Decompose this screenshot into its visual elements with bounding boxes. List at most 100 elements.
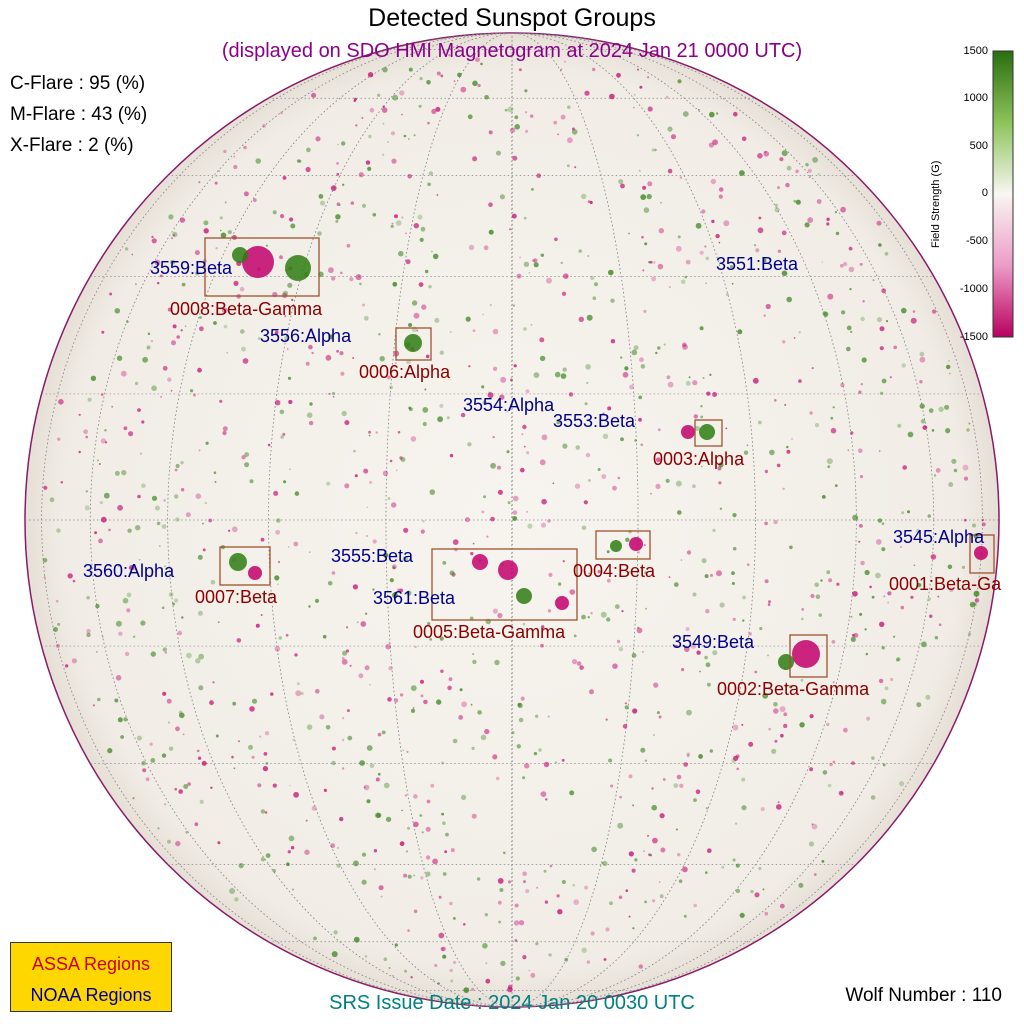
assa-region-0006[interactable]: 0006:Alpha [359,362,451,382]
field-speckle [562,367,567,372]
field-speckle [781,150,788,157]
field-speckle [832,681,835,683]
assa-region-0008[interactable]: 0008:Beta-Gamma [170,299,323,319]
colorbar-tick: 1500 [963,45,988,57]
noaa-region-3561[interactable]: 3561:Beta [373,588,456,608]
assa-region-0004[interactable]: 0004:Beta [573,561,656,581]
field-speckle [523,445,526,448]
assa-region-0007[interactable]: 0007:Beta [195,587,278,607]
assa-region-0002[interactable]: 0002:Beta-Gamma [717,679,870,699]
field-speckle [137,494,141,499]
field-speckle [736,767,739,771]
field-speckle [688,376,691,379]
field-speckle [369,480,373,484]
field-speckle [520,696,525,701]
field-speckle [107,748,113,754]
region-box-0002[interactable] [789,634,828,678]
field-speckle [337,846,339,849]
field-speckle [468,365,471,368]
field-speckle [445,832,449,837]
field-speckle [780,733,784,738]
noaa-region-3549[interactable]: 3549:Beta [672,632,755,652]
field-speckle [600,611,607,618]
sunspot-core [472,554,488,570]
field-speckle [519,256,522,259]
assa-region-0003[interactable]: 0003:Alpha [653,449,745,469]
field-speckle [150,651,156,657]
field-speckle [719,602,725,608]
field-speckle [602,433,609,439]
region-box-0005[interactable] [431,548,578,621]
field-speckle [624,705,629,710]
field-speckle [389,385,393,390]
field-speckle [739,170,745,176]
field-speckle [642,185,647,190]
field-speckle [337,143,339,146]
field-speckle [356,621,359,624]
field-speckle [420,694,424,698]
field-speckle [880,698,887,705]
field-speckle [238,863,244,869]
field-speckle [675,480,682,487]
field-speckle [652,837,658,844]
assa-region-0005[interactable]: 0005:Beta-Gamma [413,622,566,642]
field-speckle [284,336,288,340]
field-speckle [393,698,399,703]
field-speckle [181,282,186,287]
field-speckle [109,292,113,296]
field-speckle [653,734,655,736]
field-speckle [436,194,439,196]
field-speckle [608,269,614,276]
field-speckle [737,329,743,335]
field-speckle [620,183,625,189]
field-speckle [571,129,578,135]
region-box-0008[interactable] [204,237,320,297]
noaa-region-3556[interactable]: 3556:Alpha [260,326,352,346]
field-speckle [126,592,132,598]
field-speckle [817,173,820,176]
field-speckle [391,158,397,164]
noaa-region-3554[interactable]: 3554:Alpha [463,395,555,415]
field-speckle [363,468,369,474]
field-speckle [602,412,605,415]
field-speckle [841,310,846,315]
region-box-0007[interactable] [219,546,271,586]
region-box-0001[interactable] [969,534,995,574]
noaa-region-3555[interactable]: 3555:Beta [331,546,414,566]
field-speckle [198,449,201,452]
field-speckle [320,200,325,206]
field-speckle [450,848,455,853]
field-speckle [157,827,160,830]
noaa-region-3551[interactable]: 3551:Beta [716,254,799,274]
region-box-0004[interactable] [595,530,651,560]
field-speckle [407,874,412,879]
field-speckle [172,324,177,329]
field-speckle [170,389,173,392]
field-speckle [463,987,470,993]
region-box-0003[interactable] [694,419,723,447]
field-speckle [264,811,268,814]
noaa-region-3545[interactable]: 3545:Alpha [893,527,985,547]
region-box-0006[interactable] [395,327,432,361]
noaa-region-3560[interactable]: 3560:Alpha [83,561,175,581]
field-speckle [821,261,824,263]
field-speckle [388,641,391,644]
field-speckle [158,545,161,547]
noaa-region-3559[interactable]: 3559:Beta [150,258,233,278]
assa-region-0001[interactable]: 0001:Beta-Ga [889,574,1002,594]
field-speckle [117,717,123,723]
field-speckle [518,717,524,723]
field-speckle [900,546,902,548]
field-speckle [56,528,61,533]
field-speckle [151,385,157,392]
field-speckle [603,958,607,961]
field-speckle [100,393,104,396]
field-strength-colorbar [992,50,1014,338]
field-speckle [392,281,398,287]
noaa-region-3553[interactable]: 3553:Beta [553,411,636,431]
field-speckle [539,459,546,466]
field-speckle [931,429,935,432]
field-speckle [311,351,314,355]
field-speckle [865,652,868,656]
field-speckle [241,346,246,352]
